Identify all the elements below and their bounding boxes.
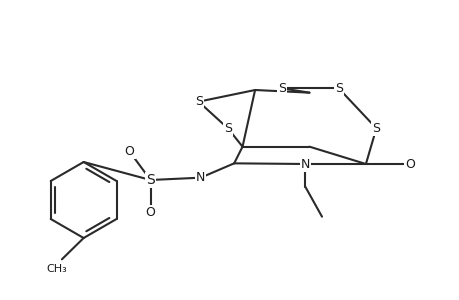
Text: S: S — [194, 95, 202, 108]
Text: S: S — [146, 173, 155, 187]
Text: N: N — [300, 158, 309, 170]
Text: CH₃: CH₃ — [46, 264, 67, 274]
Text: O: O — [404, 158, 414, 170]
Text: O: O — [124, 145, 134, 158]
Text: S: S — [334, 82, 342, 95]
Text: N: N — [196, 171, 205, 184]
Text: O: O — [146, 206, 155, 219]
Text: S: S — [371, 122, 380, 135]
Text: S: S — [278, 82, 285, 95]
Text: S: S — [224, 122, 231, 135]
